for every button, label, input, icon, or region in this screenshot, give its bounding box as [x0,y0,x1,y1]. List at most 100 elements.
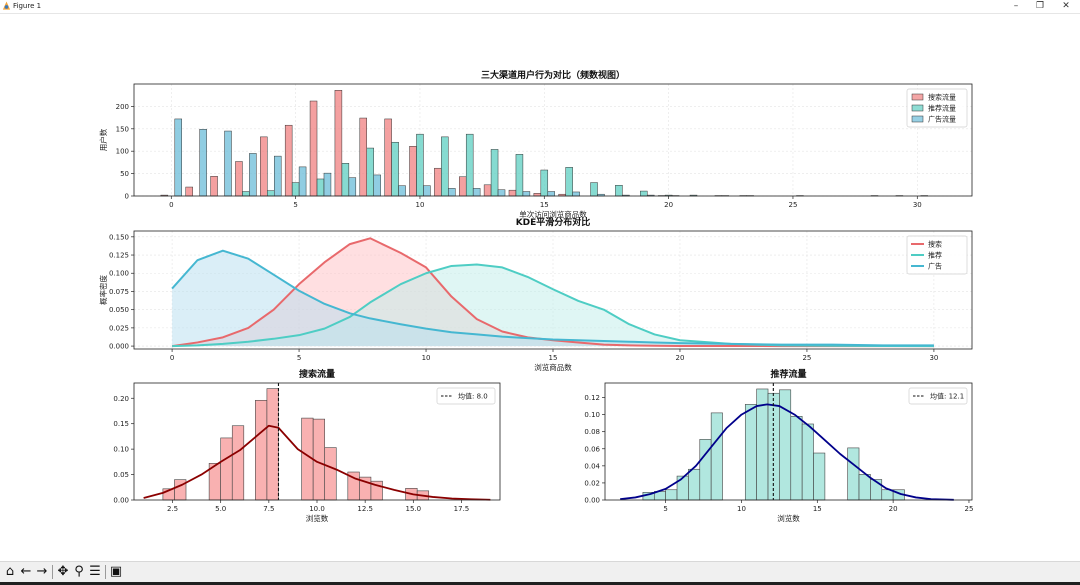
histogram-bar [676,475,689,501]
x-axis-label: 浏览商品数 [534,362,572,372]
chart-title: 推荐流量 [770,368,806,380]
bar [174,118,182,197]
legend-box [906,235,968,275]
kde-line [143,424,491,501]
legend-entry: 搜索 [928,240,942,249]
bar [572,191,580,197]
y-tick-label: 0.150 [109,233,129,241]
bar [565,167,573,197]
histogram-bar [847,447,860,501]
histogram-bar [266,388,279,501]
bar [416,133,424,197]
histogram-bar [744,404,757,501]
bar [323,172,332,197]
pan-icon[interactable]: ✥ [57,564,69,579]
kde-line [171,237,934,348]
bar [483,184,492,197]
legend-entry: 均值: 12.1 [930,392,964,401]
y-tick-label: 0.10 [584,411,600,419]
y-tick-label: 0.05 [113,471,129,479]
bar [434,167,442,197]
forward-icon[interactable]: → [36,564,48,579]
legend-box [436,387,496,405]
home-icon[interactable]: ⌂ [5,564,15,579]
kde-area [172,250,934,347]
bar [515,154,524,197]
bar [316,178,325,197]
window-titlebar: Figure 1 – ❐ ✕ [0,0,1080,14]
histogram-bar [324,447,337,501]
y-axis-label: 用户数 [98,128,108,151]
bar [490,149,499,197]
y-tick-label: 0.000 [109,343,129,351]
bar [590,182,598,197]
zoom-icon[interactable]: ⚲ [74,564,84,579]
x-tick-label: 12.5 [357,505,373,513]
figure-canvas[interactable]: 0 5 10 15 20 25 30050100150200三大渠道用户行为对比（频数视图）… [0,14,1080,560]
maximize-button[interactable]: ❐ [1035,1,1045,11]
y-tick-label: 0.04 [584,462,600,470]
close-button[interactable]: ✕ [1062,1,1070,11]
kde-line [620,403,954,501]
histogram-bar [220,437,233,501]
histogram-bar [858,474,871,501]
bar [384,118,392,197]
x-tick-label: 5 [293,201,297,209]
legend-swatch [911,93,924,101]
toolbar-separator [52,565,53,579]
legend-entry: 推荐流量 [928,104,956,113]
kde-line [171,249,934,347]
chart-panel-4: 5 10 15 20 25 0.00 0.02 0.04 0.06 0.08 0.10 0.12 推荐流… [584,368,973,523]
bar [547,191,555,197]
y-tick-label: 0.125 [109,252,129,260]
plot-area [620,383,954,501]
x-tick-label: 20 [889,505,898,513]
bar [540,169,549,197]
back-icon[interactable]: ← [20,564,32,579]
save-icon[interactable]: ▣ [109,564,123,579]
bar [508,189,517,197]
bar [533,193,542,197]
x-tick-label: 10 [416,201,425,209]
x-tick-label: 25 [802,354,811,362]
bar [522,191,531,197]
bar [615,184,623,197]
bar [398,185,406,197]
bar [185,186,193,197]
toolbar-separator [105,565,106,579]
bar [260,136,268,197]
axes-frame [133,83,973,197]
y-axis-label: 概率密度 [98,275,108,305]
legend-entry: 广告 [928,262,942,271]
histogram-bar [801,423,814,501]
bar [309,100,318,197]
y-tick-label: 0.15 [113,420,129,428]
x-tick-label: 5 [297,354,301,362]
legend-entry: 搜索流量 [928,93,956,102]
bar [249,153,257,197]
x-axis-label: 浏览数 [306,513,329,523]
x-tick-label: 20 [664,201,673,209]
bar [391,141,399,197]
y-tick-label: 0.08 [584,428,600,436]
minimize-button[interactable]: – [1013,1,1019,11]
x-tick-label: 25 [789,201,798,209]
x-tick-label: 15 [549,354,558,362]
bar [366,147,374,197]
histogram-bar [710,412,723,501]
y-tick-label: 0.10 [113,446,129,454]
bar [210,176,218,197]
legend-box [908,387,968,405]
y-tick-label: 0.12 [584,394,600,402]
plot-area [171,237,934,348]
bar [497,189,506,197]
navigation-toolbar: ⌂ ← → ✥ ⚲ ☰ ▣ [0,561,1080,582]
bar [459,176,467,197]
configure-icon[interactable]: ☰ [89,564,101,579]
histogram-bar [231,425,245,501]
x-axis-label: 单次访问浏览商品数 [519,209,587,219]
chart-title: KDE平滑分布对比 [516,216,591,228]
y-tick-label: 0.02 [584,479,600,487]
bar [273,155,282,197]
x-tick-label: 10 [737,505,746,513]
